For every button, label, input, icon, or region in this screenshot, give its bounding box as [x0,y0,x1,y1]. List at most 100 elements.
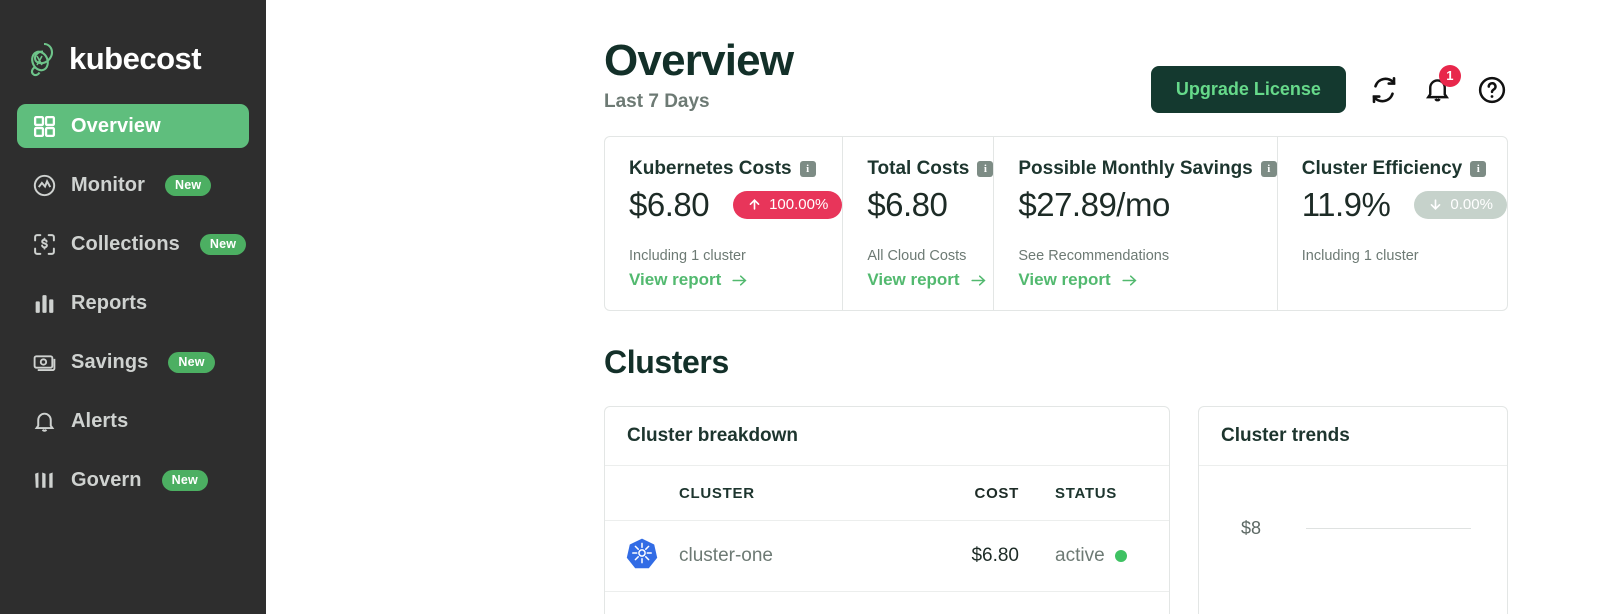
cluster-trends-panel: Cluster trends $8 [1198,406,1508,614]
table-header-row: CLUSTER COST STATUS [605,466,1169,522]
kpi-change-badge: 100.00% [733,191,843,220]
clusters-panels: Cluster breakdown CLUSTER COST STATUS [604,406,1508,614]
kpi-footnote: Including 1 cluster [629,248,746,265]
page-title: Overview [604,36,794,85]
cluster-status-cell: active [1019,520,1169,593]
kpi-change-text: 0.00% [1450,196,1493,214]
kpi-title: Cluster Efficiency [1301,158,1463,180]
kpi-footnote: Including 1 cluster [1301,248,1419,265]
panel-title: Cluster breakdown [605,407,1169,467]
sidebar-item-label: Reports [71,291,148,314]
arrow-right-icon [1122,275,1137,286]
brand-name: kubecost [69,41,202,76]
cluster-icon-cell [605,520,679,593]
sidebar-badge-new: New [168,351,215,373]
kubecost-logo-icon [24,40,60,78]
columns-icon [31,467,57,493]
page-subtitle: Last 7 Days [604,91,710,113]
sidebar-item-label: Alerts [71,409,129,432]
sidebar-item-reports[interactable]: Reports [17,281,249,325]
sidebar-nav: Overview Monitor New Collec [0,104,266,502]
activity-icon [31,172,57,198]
panel-title: Cluster trends [1199,407,1507,467]
sidebar-badge-new: New [161,469,208,491]
table-body: cluster-one $6.80 active [605,520,1169,593]
kpi-value: 11.9% [1301,186,1391,224]
info-icon[interactable]: i [977,161,994,178]
kpi-link-label: View report [867,270,960,290]
kpi-view-report-link[interactable]: View report [1018,270,1276,290]
sidebar-item-overview[interactable]: Overview [17,104,249,148]
sidebar-item-alerts[interactable]: Alerts [17,399,249,443]
notifications-bell-icon[interactable]: 1 [1422,64,1461,106]
kpi-value-row: $6.80 [867,186,993,224]
cluster-breakdown-panel: Cluster breakdown CLUSTER COST STATUS [604,406,1170,614]
kpi-change-text: 100.00% [769,196,829,214]
cluster-name-cell: cluster-one [679,520,889,593]
arrow-right-icon [971,275,986,286]
kpi-view-report-link[interactable]: View report [629,270,842,290]
kpi-link-label: View report [629,270,722,290]
info-icon[interactable]: i [1470,161,1487,178]
sidebar-item-label: Monitor [71,173,146,196]
sidebar-item-collections[interactable]: Collections New [17,222,249,266]
kpi-title-group: Cluster Efficiency i [1302,158,1507,180]
status-label: active [1055,545,1105,567]
sidebar-item-govern[interactable]: Govern New [17,458,249,502]
sidebar-item-monitor[interactable]: Monitor New [17,163,249,207]
sidebar-item-label: Collections [71,232,180,255]
sidebar-item-label: Savings [71,350,149,373]
column-header-status[interactable]: STATUS [1019,466,1169,522]
header-actions: Upgrade License 1 [1150,38,1508,113]
main-content: Overview Last 7 Days Upgrade License [266,0,1600,614]
kpi-value: $6.80 [867,186,948,224]
arrow-up-icon [749,199,760,210]
kpi-card-kubernetes-costs: Kubernetes Costs i $6.80 100.00% Includi… [605,137,843,310]
kpi-value-row: 11.9% 0.00% [1302,186,1507,224]
kpi-card-possible-monthly-savings: Possible Monthly Savings i $27.89/mo See… [993,137,1277,311]
chart-gridline [1306,528,1471,530]
kpi-view-report-link[interactable]: View report [867,270,993,290]
column-header-icon [605,466,679,522]
sidebar-item-label: Overview [71,114,161,137]
column-header-cluster[interactable]: CLUSTER [679,466,889,522]
kubernetes-logo-icon [626,538,658,569]
bell-icon [31,408,57,434]
chart-y-tick-label: $8 [1241,518,1262,539]
page-heading-group: Overview Last 7 Days [604,36,794,113]
arrow-right-icon [732,275,747,286]
cluster-trends-chart: $8 [1199,466,1507,614]
bar-chart-icon [31,290,57,316]
kpi-footnote: All Cloud Costs [867,248,967,265]
info-icon[interactable]: i [799,161,816,178]
kpi-value: $27.89/mo [1018,186,1170,224]
kpi-title: Possible Monthly Savings [1018,158,1253,180]
sidebar-item-savings[interactable]: Savings New [17,340,249,384]
banknote-icon [31,349,57,375]
kpi-title: Total Costs [867,158,970,180]
upgrade-license-button[interactable]: Upgrade License [1150,66,1346,113]
notification-count-badge: 1 [1438,64,1461,87]
help-circle-icon[interactable] [1476,74,1508,106]
kpi-cards: Kubernetes Costs i $6.80 100.00% Includi… [604,136,1508,312]
kpi-title-group: Total Costs i [867,158,994,180]
sidebar-badge-new: New [199,233,247,255]
status-badge: active [1055,545,1169,567]
table-header: CLUSTER COST STATUS [605,466,1169,522]
kpi-link-label: View report [1018,270,1111,290]
info-icon[interactable]: i [1260,161,1277,178]
kpi-value: $6.80 [629,186,710,224]
refresh-icon[interactable] [1368,74,1400,106]
sidebar-item-label: Govern [71,468,142,491]
kpi-card-total-costs: Total Costs i $6.80 All Cloud Costs View… [842,137,994,311]
kpi-value-row: $27.89/mo [1018,186,1276,224]
column-header-cost[interactable]: COST [889,466,1019,522]
status-dot-icon [1114,550,1127,563]
page-header: Overview Last 7 Days Upgrade License [604,0,1508,113]
kpi-title-group: Kubernetes Costs i [629,158,842,180]
table-row[interactable]: cluster-one $6.80 active [605,520,1169,593]
kpi-card-cluster-efficiency: Cluster Efficiency i 11.9% 0.00% Includi… [1276,137,1507,311]
kpi-change-badge: 0.00% [1414,191,1507,220]
brand[interactable]: kubecost [0,40,266,78]
